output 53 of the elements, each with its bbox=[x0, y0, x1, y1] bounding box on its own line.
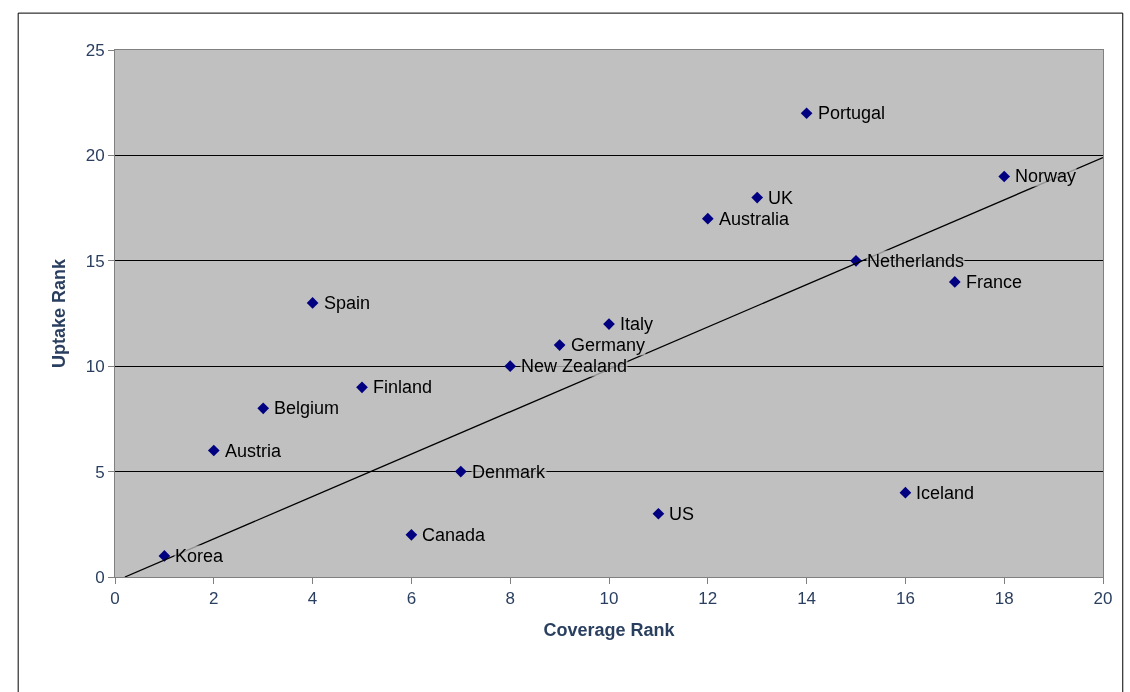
annotation: Canada bbox=[422, 525, 487, 545]
y-tick-label: 20 bbox=[85, 146, 105, 166]
point bbox=[800, 107, 813, 120]
x-tick-label: 16 bbox=[895, 589, 915, 609]
annotation: New Zealand bbox=[521, 356, 628, 376]
annotation: Denmark bbox=[472, 462, 547, 482]
x-tick-label: 8 bbox=[505, 589, 515, 609]
annotation: US bbox=[669, 504, 695, 524]
annotation: Italy bbox=[620, 314, 654, 334]
annotation: Norway bbox=[1015, 166, 1077, 186]
annotation: Austria bbox=[225, 441, 283, 461]
x-tick-label: 2 bbox=[209, 589, 219, 609]
annotation: Belgium bbox=[274, 398, 340, 418]
y-tick-label: 10 bbox=[85, 357, 105, 377]
x-tick-label: 12 bbox=[698, 589, 718, 609]
point bbox=[356, 381, 368, 394]
point bbox=[454, 465, 467, 478]
annotation: UK bbox=[768, 188, 794, 208]
y-tick-label: 25 bbox=[85, 40, 105, 60]
y-tick-label: 0 bbox=[95, 567, 105, 587]
annotation: Germany bbox=[571, 335, 646, 355]
point bbox=[405, 528, 418, 541]
point bbox=[899, 486, 912, 499]
annotation: Portugal bbox=[818, 103, 886, 123]
annotation: France bbox=[966, 272, 1023, 292]
y-axis-title: Uptake Rank bbox=[48, 258, 69, 369]
annotation: Spain bbox=[324, 293, 371, 313]
annotation: Finland bbox=[373, 377, 433, 397]
annotation: Australia bbox=[719, 209, 791, 229]
y-tick-label: 15 bbox=[85, 251, 105, 271]
annotation: Netherlands bbox=[867, 251, 965, 271]
point bbox=[306, 297, 319, 309]
x-tick-label: 14 bbox=[797, 589, 817, 609]
point bbox=[948, 276, 961, 288]
x-tick-label: 18 bbox=[994, 589, 1014, 609]
point bbox=[504, 360, 517, 373]
point bbox=[553, 339, 566, 351]
x-axis-title: Coverage Rank bbox=[543, 619, 676, 640]
annotation: Korea bbox=[175, 546, 225, 566]
point bbox=[207, 444, 220, 457]
point bbox=[998, 170, 1011, 183]
x-tick-label: 4 bbox=[307, 589, 318, 609]
y-tick-label: 5 bbox=[95, 462, 105, 482]
x-tick-label: 20 bbox=[1093, 589, 1113, 609]
point bbox=[158, 550, 171, 562]
point bbox=[751, 191, 764, 204]
point bbox=[652, 507, 665, 520]
point bbox=[257, 402, 270, 415]
point bbox=[701, 212, 714, 225]
x-tick-label: 6 bbox=[406, 589, 417, 609]
x-tick-label: 10 bbox=[599, 589, 619, 609]
x-tick-label: 0 bbox=[110, 589, 120, 609]
annotation: Iceland bbox=[916, 483, 975, 503]
